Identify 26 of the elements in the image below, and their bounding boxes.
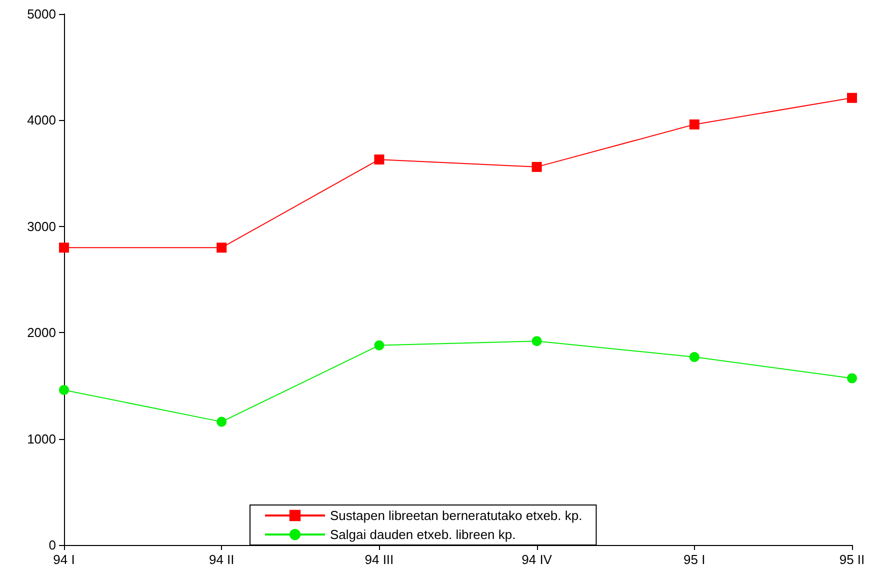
point xyxy=(374,154,384,164)
point xyxy=(216,416,227,427)
point xyxy=(689,119,700,130)
x-tick-label: 94 II xyxy=(208,552,234,567)
point xyxy=(374,340,384,350)
y-tick-label: 5000 xyxy=(27,6,56,22)
y-tick-label: 4000 xyxy=(27,112,56,128)
legend-label: Salgai dauden etxeb. libreen kp. xyxy=(330,527,516,542)
y-tick-label: 0 xyxy=(48,538,56,552)
x-tick-label: 94 IV xyxy=(522,552,552,567)
x-tick-label: 95 II xyxy=(839,552,865,567)
point xyxy=(216,242,227,253)
x-tick-label: 94 I xyxy=(53,552,75,567)
point xyxy=(532,162,542,172)
point xyxy=(532,336,542,346)
point xyxy=(847,373,857,384)
y-tick-label: 3000 xyxy=(27,218,56,234)
x-tick-label: 95 I xyxy=(684,552,706,567)
x-tick-label: 94 III xyxy=(364,552,394,567)
y-tick-label: 2000 xyxy=(27,325,56,340)
y-tick-label: 1000 xyxy=(27,431,56,446)
point xyxy=(59,384,69,395)
legend-label: Sustapen libreetan berneratutako etxeb. kp. xyxy=(330,508,582,523)
point xyxy=(59,242,69,253)
point xyxy=(689,352,700,362)
point xyxy=(847,92,857,103)
